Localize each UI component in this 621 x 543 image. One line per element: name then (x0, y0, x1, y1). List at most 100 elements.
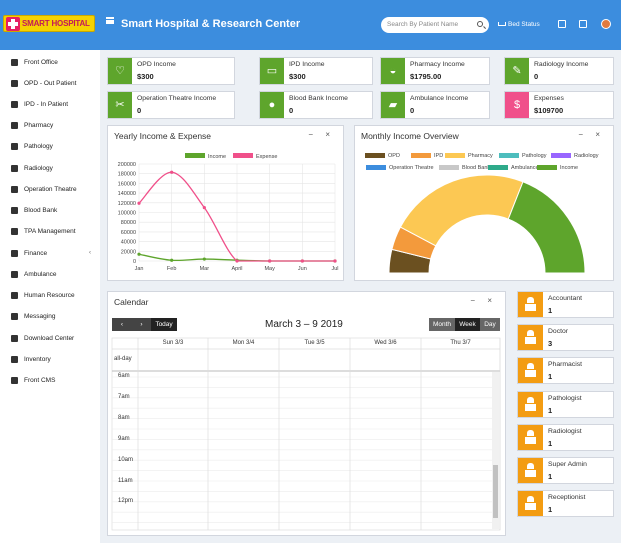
month-view-button[interactable]: Month (429, 318, 455, 331)
income-value: $300 (137, 72, 154, 81)
panel-tools[interactable]: − × (308, 130, 335, 139)
sidebar-item-label: Ambulance (24, 271, 57, 278)
scrollbar-thumb[interactable] (493, 465, 498, 518)
sidebar-item[interactable]: IPD - In Patient (0, 95, 100, 115)
income-box[interactable]: ✎ Radiology Income 0 (504, 57, 614, 85)
staff-user-icon (518, 292, 543, 317)
day-column-header: Mon 3/4 (232, 340, 255, 346)
sidebar-item[interactable]: Pathology (0, 137, 100, 157)
sidebar-item[interactable]: Messaging (0, 307, 100, 327)
sidebar-item[interactable]: OPD - Out Patient (0, 74, 100, 94)
sidebar-item[interactable]: Finance ‹ (0, 244, 100, 264)
task-check-icon[interactable] (579, 20, 587, 28)
today-button[interactable]: Today (151, 318, 177, 331)
panel-title: Calendar (114, 297, 149, 307)
staff-count: 1 (548, 406, 553, 415)
sidebar-item[interactable]: Inventory (0, 350, 100, 370)
income-box[interactable]: ▭ IPD Income $300 (259, 57, 373, 85)
scrollbar-track[interactable] (492, 372, 499, 529)
prev-week-button[interactable]: ‹ (112, 318, 132, 331)
data-point[interactable] (202, 257, 206, 261)
staff-role: Pharmacist (548, 361, 582, 368)
x-tick-label: Jan (135, 266, 144, 272)
y-tick-label: 0 (133, 259, 136, 265)
drop-icon: ● (260, 92, 284, 118)
menu-toggle-icon[interactable] (106, 17, 114, 24)
sidebar-item[interactable]: Radiology (0, 159, 100, 179)
data-point[interactable] (235, 259, 239, 263)
data-point[interactable] (170, 258, 174, 262)
drop-icon (11, 207, 18, 214)
data-point[interactable] (268, 259, 272, 263)
sidebar-item[interactable]: Pharmacy (0, 116, 100, 136)
income-box[interactable]: ● Blood Bank Income 0 (259, 91, 373, 119)
income-box[interactable]: ▰ Ambulance Income 0 (380, 91, 490, 119)
legend-label: Pharmacy (468, 152, 493, 159)
y-tick-label: 80000 (121, 220, 136, 226)
x-tick-label: Mar (200, 266, 210, 272)
panel-tools[interactable]: − × (470, 296, 497, 305)
staff-user-icon (518, 392, 543, 417)
sidebar-item[interactable]: TPA Management (0, 222, 100, 242)
sidebar-item[interactable]: Download Center (0, 329, 100, 349)
sidebar-item[interactable]: Ambulance (0, 265, 100, 285)
patient-search-input[interactable]: Search By Patient Name (381, 17, 489, 33)
bed-icon: ▭ (260, 58, 284, 84)
staff-box[interactable]: Pharmacist 1 (517, 357, 614, 384)
panel-title: Yearly Income & Expense (114, 131, 212, 141)
income-value: 0 (137, 106, 142, 115)
chevron-left-icon: ‹ (89, 250, 91, 256)
staff-count: 1 (548, 306, 553, 315)
staff-box[interactable]: Pathologist 1 (517, 391, 614, 418)
legend-label: Income (560, 164, 579, 171)
mortar-icon (11, 122, 18, 129)
data-point[interactable] (170, 170, 174, 174)
app-logo[interactable]: SMART HOSPITAL (3, 15, 95, 32)
search-placeholder: Search By Patient Name (387, 21, 459, 28)
data-point[interactable] (300, 259, 304, 263)
sidebar-item[interactable]: Front CMS (0, 371, 100, 391)
legend-label: Income (208, 154, 226, 160)
y-tick-label: 180000 (118, 172, 136, 178)
sidebar-item[interactable]: Front Office (0, 53, 100, 73)
sidebar-item-label: Human Resource (24, 292, 75, 299)
data-point[interactable] (202, 206, 206, 210)
staff-box[interactable]: Receptionist 1 (517, 490, 614, 517)
inventory-icon (11, 356, 18, 363)
panel-tools[interactable]: − × (578, 130, 605, 139)
sidebar-item[interactable]: Human Resource (0, 286, 100, 306)
legend-swatch (366, 165, 386, 170)
sidebar-item-label: TPA Management (24, 228, 76, 235)
user-avatar[interactable] (601, 19, 611, 29)
staff-box[interactable]: Doctor 3 (517, 324, 614, 351)
data-point[interactable] (333, 259, 337, 263)
sidebar-item[interactable]: Operation Theatre (0, 180, 100, 200)
income-box[interactable]: ♡ OPD Income $300 (107, 57, 235, 85)
day-view-button[interactable]: Day (480, 318, 500, 331)
data-point[interactable] (137, 252, 141, 256)
calendar-icon[interactable] (558, 20, 566, 28)
income-box[interactable]: $ Expenses $109700 (504, 91, 614, 119)
ambulance-icon: ▰ (381, 92, 405, 118)
income-box[interactable]: ✂ Operation Theatre Income 0 (107, 91, 235, 119)
data-point[interactable] (137, 201, 141, 205)
sidebar-item-label: Radiology (24, 165, 53, 172)
staff-count: 1 (548, 439, 553, 448)
bed-status-link[interactable]: Bed Status (498, 21, 540, 28)
staff-count: 1 (548, 372, 553, 381)
staff-box[interactable]: Accountant 1 (517, 291, 614, 318)
staff-box[interactable]: Super Admin 1 (517, 457, 614, 484)
legend-swatch (365, 153, 385, 158)
sidebar-item[interactable]: Blood Bank (0, 201, 100, 221)
legend-swatch (445, 153, 465, 158)
time-slot-label: 12pm (118, 498, 134, 504)
pie-slice-income[interactable] (507, 181, 586, 274)
search-icon[interactable] (477, 21, 483, 27)
next-week-button[interactable]: › (132, 318, 151, 331)
staff-role: Super Admin (548, 461, 587, 468)
staff-box[interactable]: Radiologist 1 (517, 424, 614, 451)
bullhorn-icon (11, 313, 18, 320)
income-box[interactable]: ◒ Pharmacy Income $1795.00 (380, 57, 490, 85)
week-view-button[interactable]: Week (455, 318, 480, 331)
staff-count: 3 (548, 339, 553, 348)
